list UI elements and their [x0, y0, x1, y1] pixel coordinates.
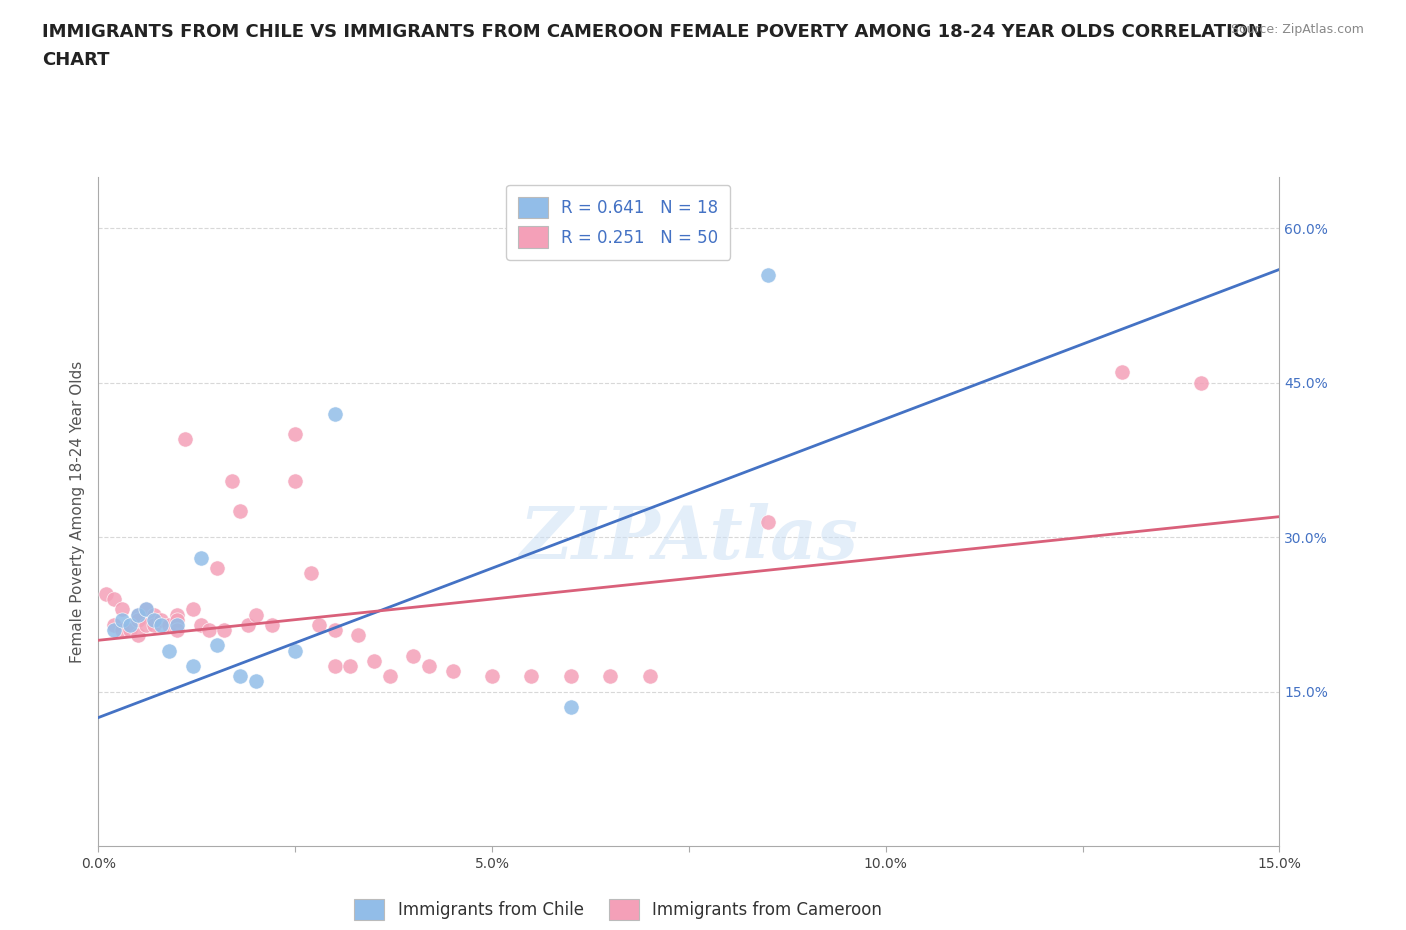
- Point: [323, 622, 346, 637]
- Point: [260, 618, 283, 632]
- Point: [299, 565, 322, 580]
- Point: [339, 658, 361, 673]
- Point: [378, 669, 401, 684]
- Point: [402, 648, 425, 663]
- Point: [181, 602, 204, 617]
- Point: [205, 638, 228, 653]
- Point: [135, 602, 157, 617]
- Point: [1111, 365, 1133, 379]
- Point: [127, 628, 149, 643]
- Point: [236, 618, 259, 632]
- Point: [135, 618, 157, 632]
- Point: [142, 607, 165, 622]
- Point: [127, 612, 149, 627]
- Text: ZIPAtlas: ZIPAtlas: [520, 503, 858, 574]
- Point: [157, 644, 180, 658]
- Point: [418, 658, 440, 673]
- Point: [481, 669, 503, 684]
- Point: [638, 669, 661, 684]
- Point: [166, 622, 188, 637]
- Point: [756, 514, 779, 529]
- Point: [166, 612, 188, 627]
- Point: [150, 612, 173, 627]
- Point: [111, 622, 134, 637]
- Point: [308, 618, 330, 632]
- Point: [520, 669, 543, 684]
- Point: [111, 602, 134, 617]
- Point: [142, 612, 165, 627]
- Point: [284, 427, 307, 442]
- Text: Source: ZipAtlas.com: Source: ZipAtlas.com: [1230, 23, 1364, 36]
- Point: [190, 618, 212, 632]
- Text: CHART: CHART: [42, 51, 110, 69]
- Point: [103, 622, 125, 637]
- Point: [127, 607, 149, 622]
- Point: [756, 267, 779, 282]
- Point: [135, 602, 157, 617]
- Point: [1189, 376, 1212, 391]
- Point: [245, 674, 267, 689]
- Point: [118, 622, 141, 637]
- Point: [157, 618, 180, 632]
- Text: IMMIGRANTS FROM CHILE VS IMMIGRANTS FROM CAMEROON FEMALE POVERTY AMONG 18-24 YEA: IMMIGRANTS FROM CHILE VS IMMIGRANTS FROM…: [42, 23, 1263, 41]
- Point: [323, 406, 346, 421]
- Point: [363, 654, 385, 669]
- Point: [214, 622, 236, 637]
- Y-axis label: Female Poverty Among 18-24 Year Olds: Female Poverty Among 18-24 Year Olds: [70, 361, 86, 663]
- Point: [181, 658, 204, 673]
- Point: [127, 607, 149, 622]
- Point: [441, 664, 464, 679]
- Point: [111, 612, 134, 627]
- Point: [197, 622, 219, 637]
- Point: [103, 618, 125, 632]
- Point: [599, 669, 621, 684]
- Point: [150, 618, 173, 632]
- Point: [221, 473, 243, 488]
- Point: [118, 618, 141, 632]
- Point: [142, 618, 165, 632]
- Point: [284, 644, 307, 658]
- Point: [205, 561, 228, 576]
- Point: [103, 591, 125, 606]
- Point: [96, 587, 118, 602]
- Point: [174, 432, 197, 446]
- Point: [560, 669, 582, 684]
- Point: [284, 473, 307, 488]
- Point: [560, 699, 582, 714]
- Point: [245, 607, 267, 622]
- Point: [190, 551, 212, 565]
- Point: [166, 618, 188, 632]
- Point: [347, 628, 370, 643]
- Legend: Immigrants from Chile, Immigrants from Cameroon: Immigrants from Chile, Immigrants from C…: [346, 890, 890, 928]
- Point: [229, 504, 252, 519]
- Point: [323, 658, 346, 673]
- Point: [166, 607, 188, 622]
- Point: [229, 669, 252, 684]
